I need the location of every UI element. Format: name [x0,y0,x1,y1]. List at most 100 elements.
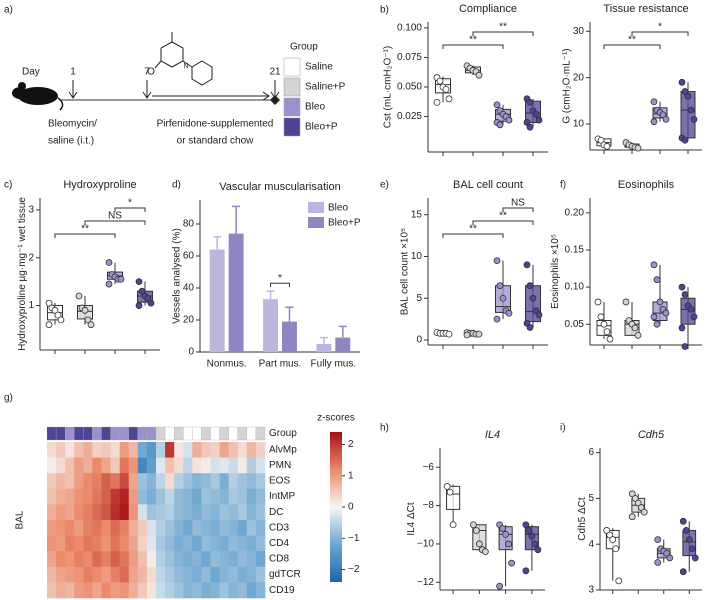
heat-cell [110,520,120,536]
heat-cell [201,473,211,490]
y-tick-label: 10 [411,251,423,262]
heat-cell [237,504,248,521]
y-tick-label: 20 [573,72,585,83]
heat-cell [92,520,102,536]
heat-cell [146,488,157,505]
heat-cell [110,566,120,583]
heat-cell [165,457,175,474]
significance-label: NS [108,211,122,222]
heat-cell [237,473,248,490]
panel-label: a) [4,5,13,16]
heat-cell [47,520,57,536]
data-point [45,299,53,307]
data-point [659,111,667,119]
y-tick-label: 6 [588,447,594,458]
heat-cell [192,520,202,536]
heat-cell [119,488,130,505]
treatment-text: Pirfenidone-supplemented [157,119,274,130]
heat-cell [255,442,266,458]
heat-cell [56,566,66,583]
data-point [81,306,89,314]
heat-cell [201,582,211,599]
legend-label: Saline+P [305,82,346,93]
data-point [634,144,642,152]
heat-cell [219,457,229,474]
data-point [475,330,483,338]
data-point [681,343,689,350]
heat-cell [110,551,120,568]
heat-cell [165,473,175,490]
group-cell [228,426,238,441]
heat-cell [246,442,257,458]
heat-cell [65,582,75,599]
heat-cell [128,504,139,521]
heat-cell [83,535,93,552]
heat-cell [119,582,130,599]
data-point [535,311,543,319]
row-label: PMN [269,460,291,471]
row-label: EOS [269,476,290,487]
y-tick-label: 30 [573,26,585,37]
colorbar-tick-label: 2 [348,439,354,450]
heat-cell [183,566,193,583]
data-point [609,536,617,544]
heat-cell [137,457,148,474]
group-cell [146,426,157,441]
heat-cell [219,504,229,521]
heat-cell [92,457,102,474]
panel-label: g) [4,393,13,404]
heat-cell [137,473,148,490]
heat-cell [47,566,57,583]
heat-cell [47,582,57,599]
group-cell [219,426,229,441]
heat-cell [83,442,93,458]
heat-cell [237,535,248,552]
group-cell [192,426,202,441]
y-tick-label: 1 [28,300,34,311]
heat-cell [101,566,111,583]
data-point [433,98,441,106]
data-point [681,88,689,95]
group-cell [201,426,211,441]
heat-cell [146,473,157,490]
heat-cell [65,520,75,536]
heat-cell [183,520,193,536]
data-point [679,568,687,576]
day-label: Day [22,67,40,78]
heat-cell [137,520,148,536]
data-point [653,320,661,328]
box [682,529,697,557]
heat-cell [237,551,248,568]
heat-cell [246,504,257,521]
heat-cell [183,442,193,458]
colorbar-tick-label: −1 [348,533,360,544]
x-tick-label: Part mus. [259,359,302,370]
heat-cell [65,473,75,490]
chart-title: Eosinophils [618,179,675,191]
data-point [600,320,608,328]
data-point [505,309,513,317]
heat-cell [137,566,148,583]
heat-cell [128,457,139,474]
heat-cell [110,582,120,599]
significance-bracket [472,31,534,36]
data-point [505,116,513,124]
significance-bracket [54,233,116,238]
heat-cell [92,535,102,552]
heat-cell [146,504,157,521]
significance-label: ** [499,22,507,33]
heat-cell [156,488,166,505]
heat-cell [183,551,193,568]
data-point [144,294,152,302]
heat-cell [56,457,66,474]
data-point [481,548,489,556]
heat-cell [210,442,220,458]
x-tick-label: Fully mus. [311,359,357,370]
data-point [603,328,611,336]
heat-cell [228,582,239,599]
data-point [690,115,698,123]
heat-cell [228,442,239,458]
treatment-text: Bleomycin/ [48,119,97,130]
heat-cell [255,488,266,505]
